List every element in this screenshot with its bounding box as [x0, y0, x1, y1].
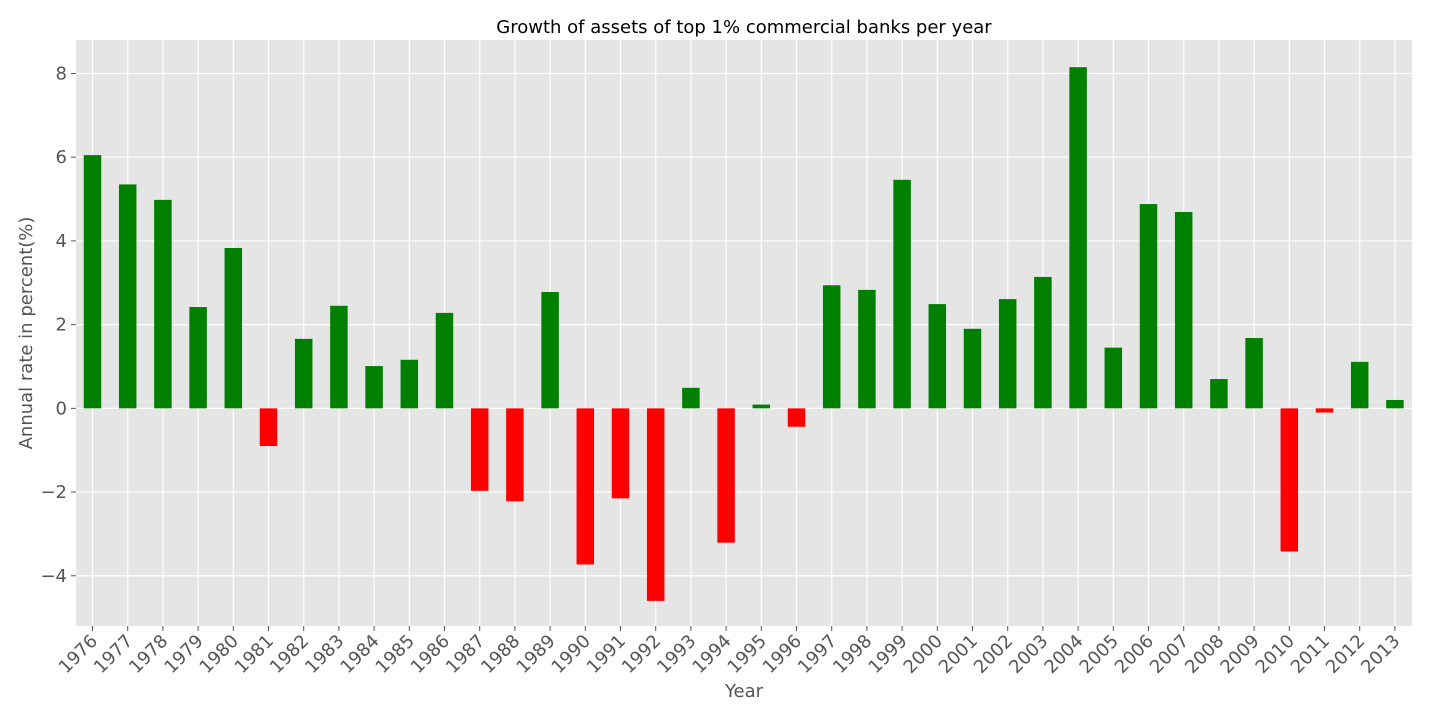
bar-1992	[646, 408, 665, 601]
bar-1984	[365, 366, 383, 409]
y-tick-label: 4	[56, 231, 67, 252]
x-tick-label: 1986	[407, 631, 454, 678]
x-tick-label: 2003	[1005, 631, 1052, 678]
bar-1990	[576, 408, 595, 565]
x-tick-label: 2009	[1216, 631, 1263, 678]
x-tick-labels: 1976197719781979198019811982198319841985…	[55, 626, 1404, 678]
bar-2003	[1034, 276, 1052, 409]
x-tick-label: 1980	[196, 631, 243, 678]
x-tick-label: 2007	[1146, 631, 1193, 678]
bar-2012	[1350, 361, 1369, 409]
x-tick-label: 1981	[231, 631, 278, 678]
bar-2005	[1104, 347, 1123, 409]
bar-2007	[1174, 212, 1193, 409]
bar-2008	[1210, 379, 1228, 409]
bar-1999	[893, 179, 911, 409]
chart-title: Growth of assets of top 1% commercial ba…	[496, 17, 992, 38]
bar-1980	[224, 248, 243, 409]
bar-2013	[1386, 399, 1404, 409]
bar-1983	[330, 305, 348, 409]
x-tick-label: 2011	[1287, 631, 1334, 678]
bar-1986	[435, 312, 454, 409]
bar-2002	[998, 299, 1017, 409]
x-tick-label: 1993	[653, 631, 700, 678]
y-tick-label: 2	[56, 315, 67, 336]
x-tick-label: 1999	[864, 631, 911, 678]
y-tick-label: 8	[56, 63, 67, 84]
x-tick-label: 2013	[1357, 631, 1404, 678]
x-tick-label: 1978	[125, 631, 172, 678]
bar-1998	[858, 289, 876, 409]
x-tick-label: 1984	[336, 631, 383, 678]
bar-1987	[470, 408, 489, 491]
y-tick-label: −2	[40, 482, 67, 503]
plot-background	[76, 40, 1412, 626]
x-tick-label: 2012	[1322, 631, 1369, 678]
bar-2010	[1280, 408, 1299, 552]
bar-1985	[400, 359, 419, 409]
x-tick-label: 1990	[548, 631, 595, 678]
x-axis-title: Year	[724, 681, 764, 702]
bar-1988	[506, 408, 524, 502]
x-tick-label: 2000	[900, 631, 947, 678]
bar-1997	[822, 285, 841, 409]
bar-1996	[787, 408, 806, 427]
x-tick-label: 1998	[829, 631, 876, 678]
x-tick-label: 1995	[724, 631, 771, 678]
bar-1978	[154, 199, 172, 409]
x-tick-label: 1982	[266, 631, 313, 678]
bar-1981	[259, 408, 278, 447]
bar-1995	[752, 404, 771, 409]
bar-1977	[118, 184, 137, 409]
y-axis-title: Annual rate in percent(%)	[16, 217, 37, 450]
x-tick-label: 1992	[618, 631, 665, 678]
x-tick-label: 2006	[1111, 631, 1158, 678]
x-tick-label: 1994	[688, 631, 735, 678]
x-tick-label: 1991	[583, 631, 630, 678]
bar-2004	[1069, 67, 1087, 409]
bar-2006	[1139, 204, 1158, 409]
bar-2011	[1315, 408, 1334, 413]
bars	[83, 67, 1404, 601]
x-tick-label: 2002	[970, 631, 1017, 678]
x-tick-label: 1989	[512, 631, 559, 678]
x-tick-label: 1987	[442, 631, 489, 678]
x-tick-label: 2010	[1252, 631, 1299, 678]
bar-1994	[717, 408, 735, 543]
y-tick-labels: −4 −2 0 2 4 6 8	[40, 63, 76, 587]
x-tick-label: 1976	[55, 631, 102, 678]
bar-2009	[1245, 338, 1263, 409]
x-tick-label: 2005	[1076, 631, 1123, 678]
x-tick-label: 2004	[1040, 631, 1087, 678]
x-tick-label: 1988	[477, 631, 524, 678]
bar-1982	[294, 338, 313, 409]
bar-2001	[963, 328, 982, 409]
x-tick-label: 1977	[90, 631, 137, 678]
y-tick-label: −4	[40, 566, 67, 587]
y-gridlines	[76, 72, 1412, 577]
bar-1989	[541, 291, 559, 409]
x-tick-label: 1985	[372, 631, 419, 678]
bar-1991	[611, 408, 630, 499]
bar-1979	[189, 307, 207, 409]
x-tick-label: 1996	[759, 631, 806, 678]
bar-1976	[83, 155, 102, 409]
x-tick-label: 1979	[160, 631, 207, 678]
x-gridlines	[91, 40, 1396, 626]
y-tick-label: 0	[56, 398, 67, 419]
y-tick-label: 6	[56, 147, 67, 168]
bar-2000	[928, 304, 947, 409]
x-tick-label: 2008	[1181, 631, 1228, 678]
x-tick-label: 1983	[301, 631, 348, 678]
bar-1993	[682, 387, 700, 409]
x-tick-label: 1997	[794, 631, 841, 678]
x-tick-label: 2001	[935, 631, 982, 678]
